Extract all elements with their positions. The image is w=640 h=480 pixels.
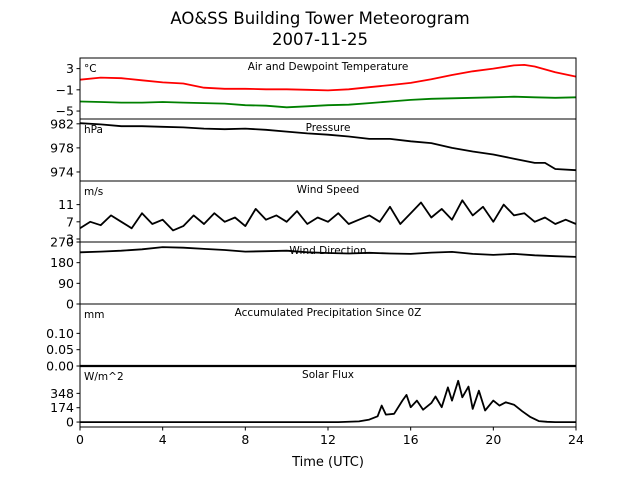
panel-unit-label: °C [84,63,97,75]
series-line-6-1 [80,379,576,424]
series-line-1-2 [79,95,577,109]
series-line-3-1 [79,199,577,232]
y-tick-label: 978 [50,140,74,155]
panel-title: Solar Flux [302,369,354,381]
x-tick-label: 24 [568,432,584,447]
panel-unit-label: mm [84,309,104,321]
y-tick-label: 11 [58,197,74,212]
y-tick-label: 974 [50,164,74,179]
panel-2: 982 978 974 Pressure hPa [50,116,577,182]
x-tick-label: 12 [320,432,336,447]
figure-title-line2: 2007-11-25 [272,30,368,49]
panel-5: 0.100.05 0.00 Accumulated Precipitation Si… [46,303,577,374]
y-tick-label: 174 [50,400,74,415]
panel-unit-label: W/m^2 [84,371,124,383]
series-line-4-1 [79,246,577,258]
panels-group: 3 −1 −5 Air and Dewpoint Temperature °C 982 97… [46,57,577,430]
y-tick-label: −1 [56,82,74,97]
x-tick-label: 20 [485,432,501,447]
x-tick-label: 16 [403,432,419,447]
y-tick-label: 90 [58,276,74,291]
y-tick-label: 7 [66,214,74,229]
panel-title: Wind Speed [297,184,360,196]
y-tick-label: −5 [56,104,74,119]
panel-title: Accumulated Precipitation Since 0Z [235,307,422,319]
x-axis: 0 4 8 12 16 20 24 [76,427,584,447]
y-tick-label: 3 [66,61,74,76]
y-tick-label: 180 [50,255,74,270]
panel-1: 3 −1 −5 Air and Dewpoint Temperature °C [56,57,577,120]
series-line-1-1 [79,64,577,92]
panel-unit-label: m/s [84,186,103,198]
x-tick-label: 0 [76,432,84,447]
x-axis-label: Time (UTC) [291,455,364,470]
x-tick-label: 4 [159,432,167,447]
y-tick-label: 982 [50,116,74,131]
y-tick-label: 0 [66,297,74,312]
y-tick-label: 0.10 [46,326,74,341]
y-tick-label: 0.00 [46,359,74,374]
panel-title: Pressure [306,122,351,134]
y-tick-label: 270 [50,235,74,250]
panel-4: 270 180 90 0 Wind Direction [50,235,577,312]
panel-unit-label: hPa [84,124,103,136]
series-line-2-1 [79,122,577,172]
figure-title-line1: AO&SS Building Tower Meteorogram [170,9,469,28]
y-tick-label: 0 [66,415,74,430]
x-tick-label: 8 [241,432,249,447]
panel-title: Air and Dewpoint Temperature [248,61,409,73]
y-tick-label: 0.05 [46,342,74,357]
y-tick-label: 348 [50,386,74,401]
y-tick-label: 3 [66,231,74,246]
panel-title: Wind Direction [289,245,366,257]
panel-3: 11 7 3 Wind Speed m/s [58,180,577,246]
